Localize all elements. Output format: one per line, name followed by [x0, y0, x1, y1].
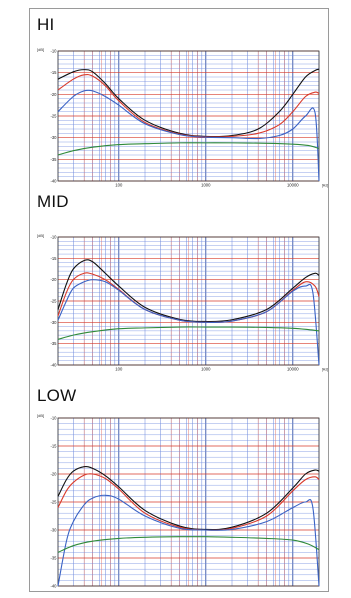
x-tick-label: 1000 [201, 183, 211, 188]
chart-low: -10 -15 -20 -25 -30 -35 -40 [50, 416, 320, 589]
y-tick-label: -15 [50, 70, 57, 75]
series-line-3 [57, 326, 320, 340]
x-tick-label: 10000 [287, 183, 299, 188]
y-tick-label: -20 [50, 472, 57, 477]
x-tick-label: 100 [115, 183, 123, 188]
y-tick-label: -25 [50, 299, 57, 304]
y-tick-label: -25 [50, 500, 57, 505]
panel-title: LOW [37, 386, 77, 405]
x-unit-label: [Hz] [322, 184, 328, 188]
y-tick-label: -10 [50, 235, 57, 240]
panel-title: HI [37, 15, 55, 34]
y-tick-label: -35 [50, 157, 57, 162]
y-tick-label: -15 [50, 256, 57, 261]
x-unit-label: [Hz] [322, 368, 328, 372]
y-tick-label: -40 [50, 363, 57, 368]
y-tick-label: -10 [50, 416, 57, 421]
series-line-3 [57, 536, 320, 553]
y-tick-label: -15 [50, 444, 57, 449]
y-tick-label: -20 [50, 277, 57, 282]
y-tick-label: -40 [50, 584, 57, 589]
x-tick-label: 10000 [287, 367, 299, 372]
y-tick-label: -30 [50, 320, 57, 325]
panel-title: MID [37, 192, 69, 211]
series-line-2 [57, 279, 320, 366]
grid [57, 50, 320, 182]
grid [57, 417, 320, 587]
series-line-0 [57, 259, 320, 323]
panel-low: LOW [dB] -10 -15 -20 -25 -30 -35 -40 [30, 386, 329, 596]
y-tick-label: -10 [50, 49, 57, 54]
y-tick-label: -35 [50, 556, 57, 561]
plot-border [57, 417, 320, 587]
y-tick-label: -30 [50, 528, 57, 533]
series-line-2 [57, 494, 320, 587]
y-unit-label: [dB] [37, 233, 45, 238]
panel-mid: MID [dB] -10 -15 -20 -25 -30 -35 -40 100 1000 100… [30, 192, 329, 396]
series-line-2 [57, 89, 320, 182]
chart-hi: -10 -15 -20 -25 -30 -35 -40 100 1000 10000 [Hz] [50, 49, 328, 188]
y-tick-label: -20 [50, 92, 57, 97]
panel-hi: HI [dB] -10 -15 -20 -25 -30 -35 -40 100 1000 1000… [30, 9, 329, 203]
grid [57, 236, 320, 366]
series-line-1 [57, 473, 320, 531]
y-tick-label: -30 [50, 135, 57, 140]
x-tick-label: 100 [115, 367, 123, 372]
x-tick-label: 1000 [201, 367, 211, 372]
y-tick-label: -40 [50, 179, 57, 184]
y-tick-label: -35 [50, 341, 57, 346]
series-line-3 [57, 142, 320, 156]
y-unit-label: [dB] [37, 413, 45, 418]
plot-border [57, 236, 320, 366]
y-tick-label: -25 [50, 114, 57, 119]
chart-mid: -10 -15 -20 -25 -30 -35 -40 100 1000 10000 [Hz] [50, 235, 328, 372]
series-line-0 [57, 466, 320, 531]
y-unit-label: [dB] [37, 47, 45, 52]
plot-border [57, 50, 320, 182]
